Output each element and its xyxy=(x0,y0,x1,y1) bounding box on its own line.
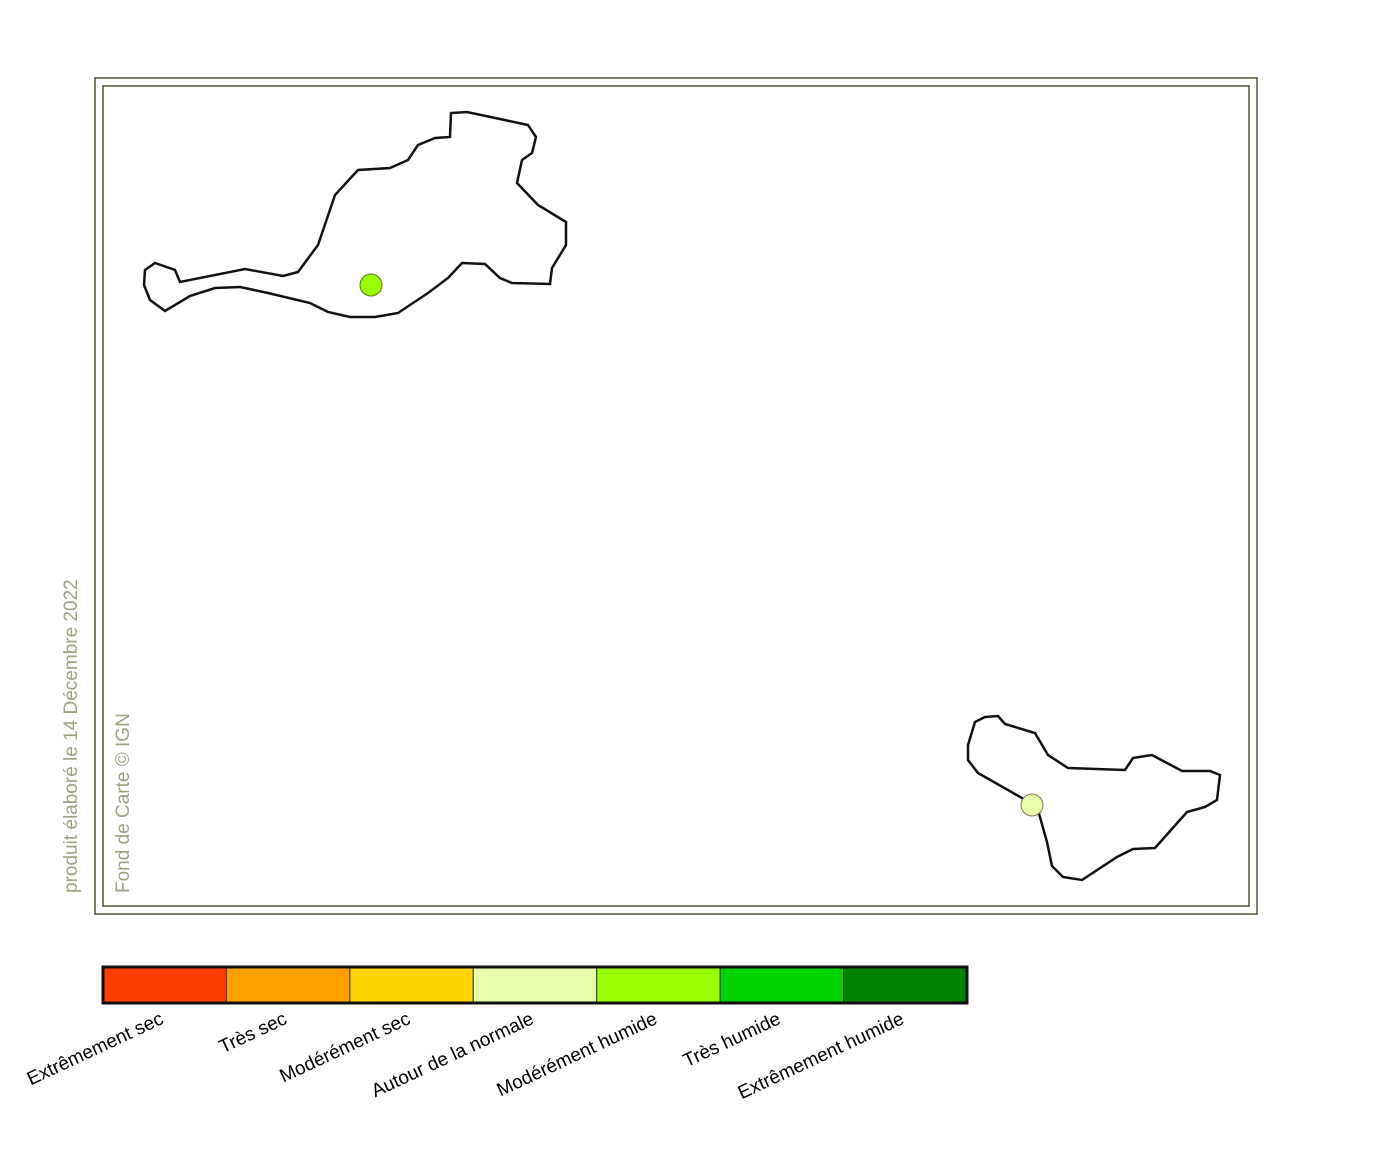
island-outline xyxy=(966,714,1222,882)
legend-swatch xyxy=(472,966,598,1004)
legend-label: Extrêmement sec xyxy=(24,1008,167,1090)
legend-swatch xyxy=(719,966,845,1004)
legend-label: Très sec xyxy=(216,1008,290,1058)
island-outline xyxy=(142,110,568,319)
legend-swatch xyxy=(843,966,968,1004)
map-frame xyxy=(94,77,1258,915)
station-dot xyxy=(1020,793,1044,817)
legend-label: Très humide xyxy=(680,1008,784,1071)
credit-date: produit élaboré le 14 Décembre 2022 xyxy=(61,579,82,893)
legend-swatch xyxy=(349,966,474,1004)
station-dot xyxy=(359,273,383,297)
credit-source: Fond de Carte © IGN xyxy=(113,713,134,893)
legend-swatch xyxy=(225,966,351,1004)
legend-border xyxy=(101,965,969,1005)
legend-swatch xyxy=(596,966,721,1004)
legend-swatch xyxy=(102,966,227,1004)
